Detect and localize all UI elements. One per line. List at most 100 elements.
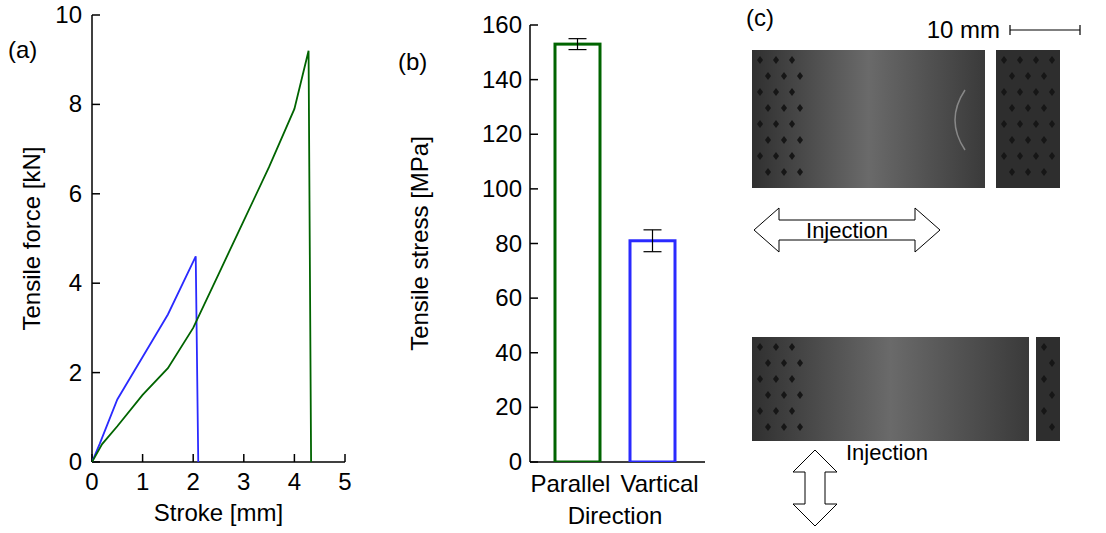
hole xyxy=(773,407,779,415)
hole xyxy=(1033,120,1039,128)
x-tick xyxy=(142,454,144,462)
hole xyxy=(1009,104,1015,112)
y-tick xyxy=(92,14,100,16)
specimen-left xyxy=(752,337,1029,441)
y-tick-label: 6 xyxy=(69,180,82,207)
hole xyxy=(781,359,787,367)
hole xyxy=(797,168,803,176)
hole xyxy=(781,168,787,176)
hole xyxy=(1041,168,1047,176)
y-tick xyxy=(530,297,538,299)
error-cap xyxy=(644,229,662,230)
hole xyxy=(1033,56,1039,64)
injection-arrow xyxy=(793,450,837,526)
hole xyxy=(773,88,779,96)
hole xyxy=(1049,88,1055,96)
hole xyxy=(765,136,771,144)
hole xyxy=(781,423,787,431)
bar xyxy=(555,44,600,462)
x-axis xyxy=(92,461,345,463)
hole xyxy=(1001,88,1007,96)
y-tick-label: 20 xyxy=(495,393,522,420)
x-tick-label: Parallel xyxy=(530,470,610,497)
error-line xyxy=(652,230,653,252)
x-axis-title: Direction xyxy=(568,502,663,529)
x-tick xyxy=(294,454,296,462)
injection-arrow xyxy=(754,208,940,252)
hole xyxy=(1009,168,1015,176)
hole xyxy=(789,343,795,351)
hole xyxy=(1001,56,1007,64)
hole xyxy=(1041,407,1047,415)
error-bar xyxy=(644,230,662,252)
y-tick xyxy=(530,79,538,81)
hole xyxy=(789,120,795,128)
hole xyxy=(1009,136,1015,144)
error-line xyxy=(577,39,578,50)
y-tick-label: 140 xyxy=(482,66,522,93)
hole xyxy=(1041,72,1047,80)
hole xyxy=(1025,168,1031,176)
panel-a: (a)0123450246810Stroke [mm]Tensile force… xyxy=(8,1,352,526)
x-axis-title: Stroke [mm] xyxy=(154,499,283,526)
hole xyxy=(765,359,771,367)
y-tick xyxy=(530,407,538,409)
injection-label: Injection xyxy=(806,218,888,243)
hole xyxy=(1001,152,1007,160)
y-tick xyxy=(92,193,100,195)
y-tick-label: 80 xyxy=(495,230,522,257)
hole xyxy=(797,72,803,80)
hole xyxy=(757,407,763,415)
error-cap xyxy=(569,49,587,50)
hole xyxy=(1017,88,1023,96)
scale-bar-end xyxy=(1009,25,1010,35)
hole xyxy=(757,152,763,160)
x-tick xyxy=(344,454,346,462)
x-tick xyxy=(192,454,194,462)
y-tick xyxy=(530,352,538,354)
specimen-photo xyxy=(752,337,1060,441)
hole xyxy=(757,375,763,383)
hole xyxy=(781,72,787,80)
hole xyxy=(797,359,803,367)
hole xyxy=(1041,104,1047,112)
panel-label: (b) xyxy=(398,48,427,75)
hole xyxy=(1017,152,1023,160)
x-tick-label: 5 xyxy=(338,468,351,495)
error-cap xyxy=(644,251,662,252)
hole xyxy=(1033,152,1039,160)
hole xyxy=(1025,72,1031,80)
y-tick xyxy=(92,372,100,374)
y-tick-label: 0 xyxy=(509,448,522,475)
y-tick-label: 160 xyxy=(482,11,522,38)
hole xyxy=(1017,56,1023,64)
y-tick-label: 40 xyxy=(495,339,522,366)
hole xyxy=(1049,423,1055,431)
hole xyxy=(765,391,771,399)
x-tick-label: 0 xyxy=(85,468,98,495)
hole xyxy=(757,56,763,64)
y-tick-label: 10 xyxy=(55,1,82,28)
hole xyxy=(773,120,779,128)
x-tick-label: 2 xyxy=(187,468,200,495)
hole xyxy=(1049,152,1055,160)
specimen-left xyxy=(752,50,985,188)
series-line xyxy=(92,256,198,462)
error-bar xyxy=(569,39,587,50)
crack xyxy=(955,90,965,150)
hole xyxy=(757,343,763,351)
hole xyxy=(765,72,771,80)
y-tick-label: 2 xyxy=(69,359,82,386)
hole xyxy=(1033,88,1039,96)
hole xyxy=(789,152,795,160)
y-tick xyxy=(92,282,100,284)
hole xyxy=(765,423,771,431)
hole xyxy=(773,152,779,160)
hole xyxy=(1049,359,1055,367)
y-axis xyxy=(91,15,93,462)
x-tick-label: 3 xyxy=(237,468,250,495)
specimen-right xyxy=(1036,337,1060,441)
hole xyxy=(765,168,771,176)
hole xyxy=(773,375,779,383)
hole xyxy=(773,56,779,64)
